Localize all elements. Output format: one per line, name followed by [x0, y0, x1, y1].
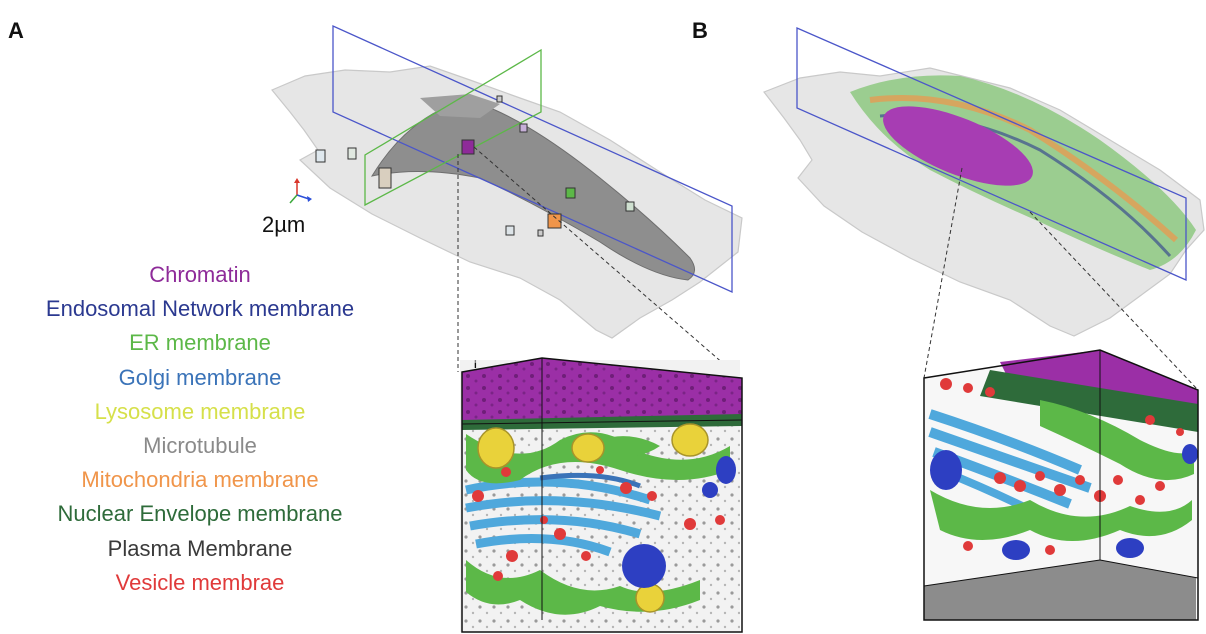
- legend-item-plasma-membrane: Plasma Membrane: [107, 535, 293, 561]
- legend-item-mitochondria: Mitochondria membrane: [81, 467, 319, 493]
- microtubule-floor-b: [924, 560, 1196, 620]
- sample-cube-markers: [315, 95, 635, 237]
- zoom-guide-b-left: [923, 167, 963, 379]
- legend-item-vesicle: Vesicle membrae: [115, 569, 285, 595]
- vesicles-b: [940, 378, 1184, 580]
- legend-item-chromatin: Chromatin: [149, 262, 251, 287]
- legend-item-lysosome: Lysosome membrane: [94, 398, 306, 424]
- slice-plane-green-a: [364, 48, 542, 207]
- inset-cube-a: [460, 357, 743, 633]
- nucleus-top-ridge: [420, 94, 500, 118]
- nuclear-envelope-b: [980, 370, 1198, 432]
- vesicles-a: [472, 466, 725, 581]
- legend-item-microtubule: Microtubule: [143, 433, 257, 459]
- organelle-legend: Chromatin Endosomal Network membrane ER …: [0, 258, 400, 600]
- legend-item-golgi: Golgi membrane: [118, 364, 282, 390]
- zoom-guide-a-right: [473, 146, 741, 379]
- scale-bar-label: 2µm: [262, 212, 306, 237]
- slice-plane-blue-b: [796, 27, 1187, 281]
- axis-triad-icon: [289, 178, 312, 204]
- plasma-membrane-cell-a: [271, 65, 743, 339]
- cell-rendering-b: [763, 27, 1205, 337]
- endosomes-a: [622, 456, 736, 588]
- legend-item-nuclear-envelope: Nuclear Envelope membrane: [57, 501, 343, 527]
- legend-item-endosomal-network: Endosomal Network membrane: [45, 296, 355, 322]
- endosomes-b: [930, 444, 1198, 560]
- inset-cube-b: [923, 349, 1199, 621]
- er-network-b: [930, 400, 1194, 541]
- plasma-membrane-cell-b: [763, 67, 1205, 337]
- nucleus-chromatin-b: [883, 106, 1033, 186]
- panel-label-b: B: [692, 18, 708, 43]
- golgi-stack-a: [465, 472, 662, 557]
- inset-label: i: [474, 360, 477, 371]
- legend-item-er: ER membrane: [129, 330, 271, 356]
- slice-plane-blue-a: [332, 24, 733, 294]
- inset-a-frame: [461, 357, 743, 633]
- panel-label-a: A: [8, 18, 24, 43]
- cell-rendering-a: [271, 24, 743, 339]
- zoom-guide-b-right: [1029, 211, 1199, 391]
- inset-b-frame: [923, 349, 1199, 621]
- lysosomes-a: [477, 423, 709, 613]
